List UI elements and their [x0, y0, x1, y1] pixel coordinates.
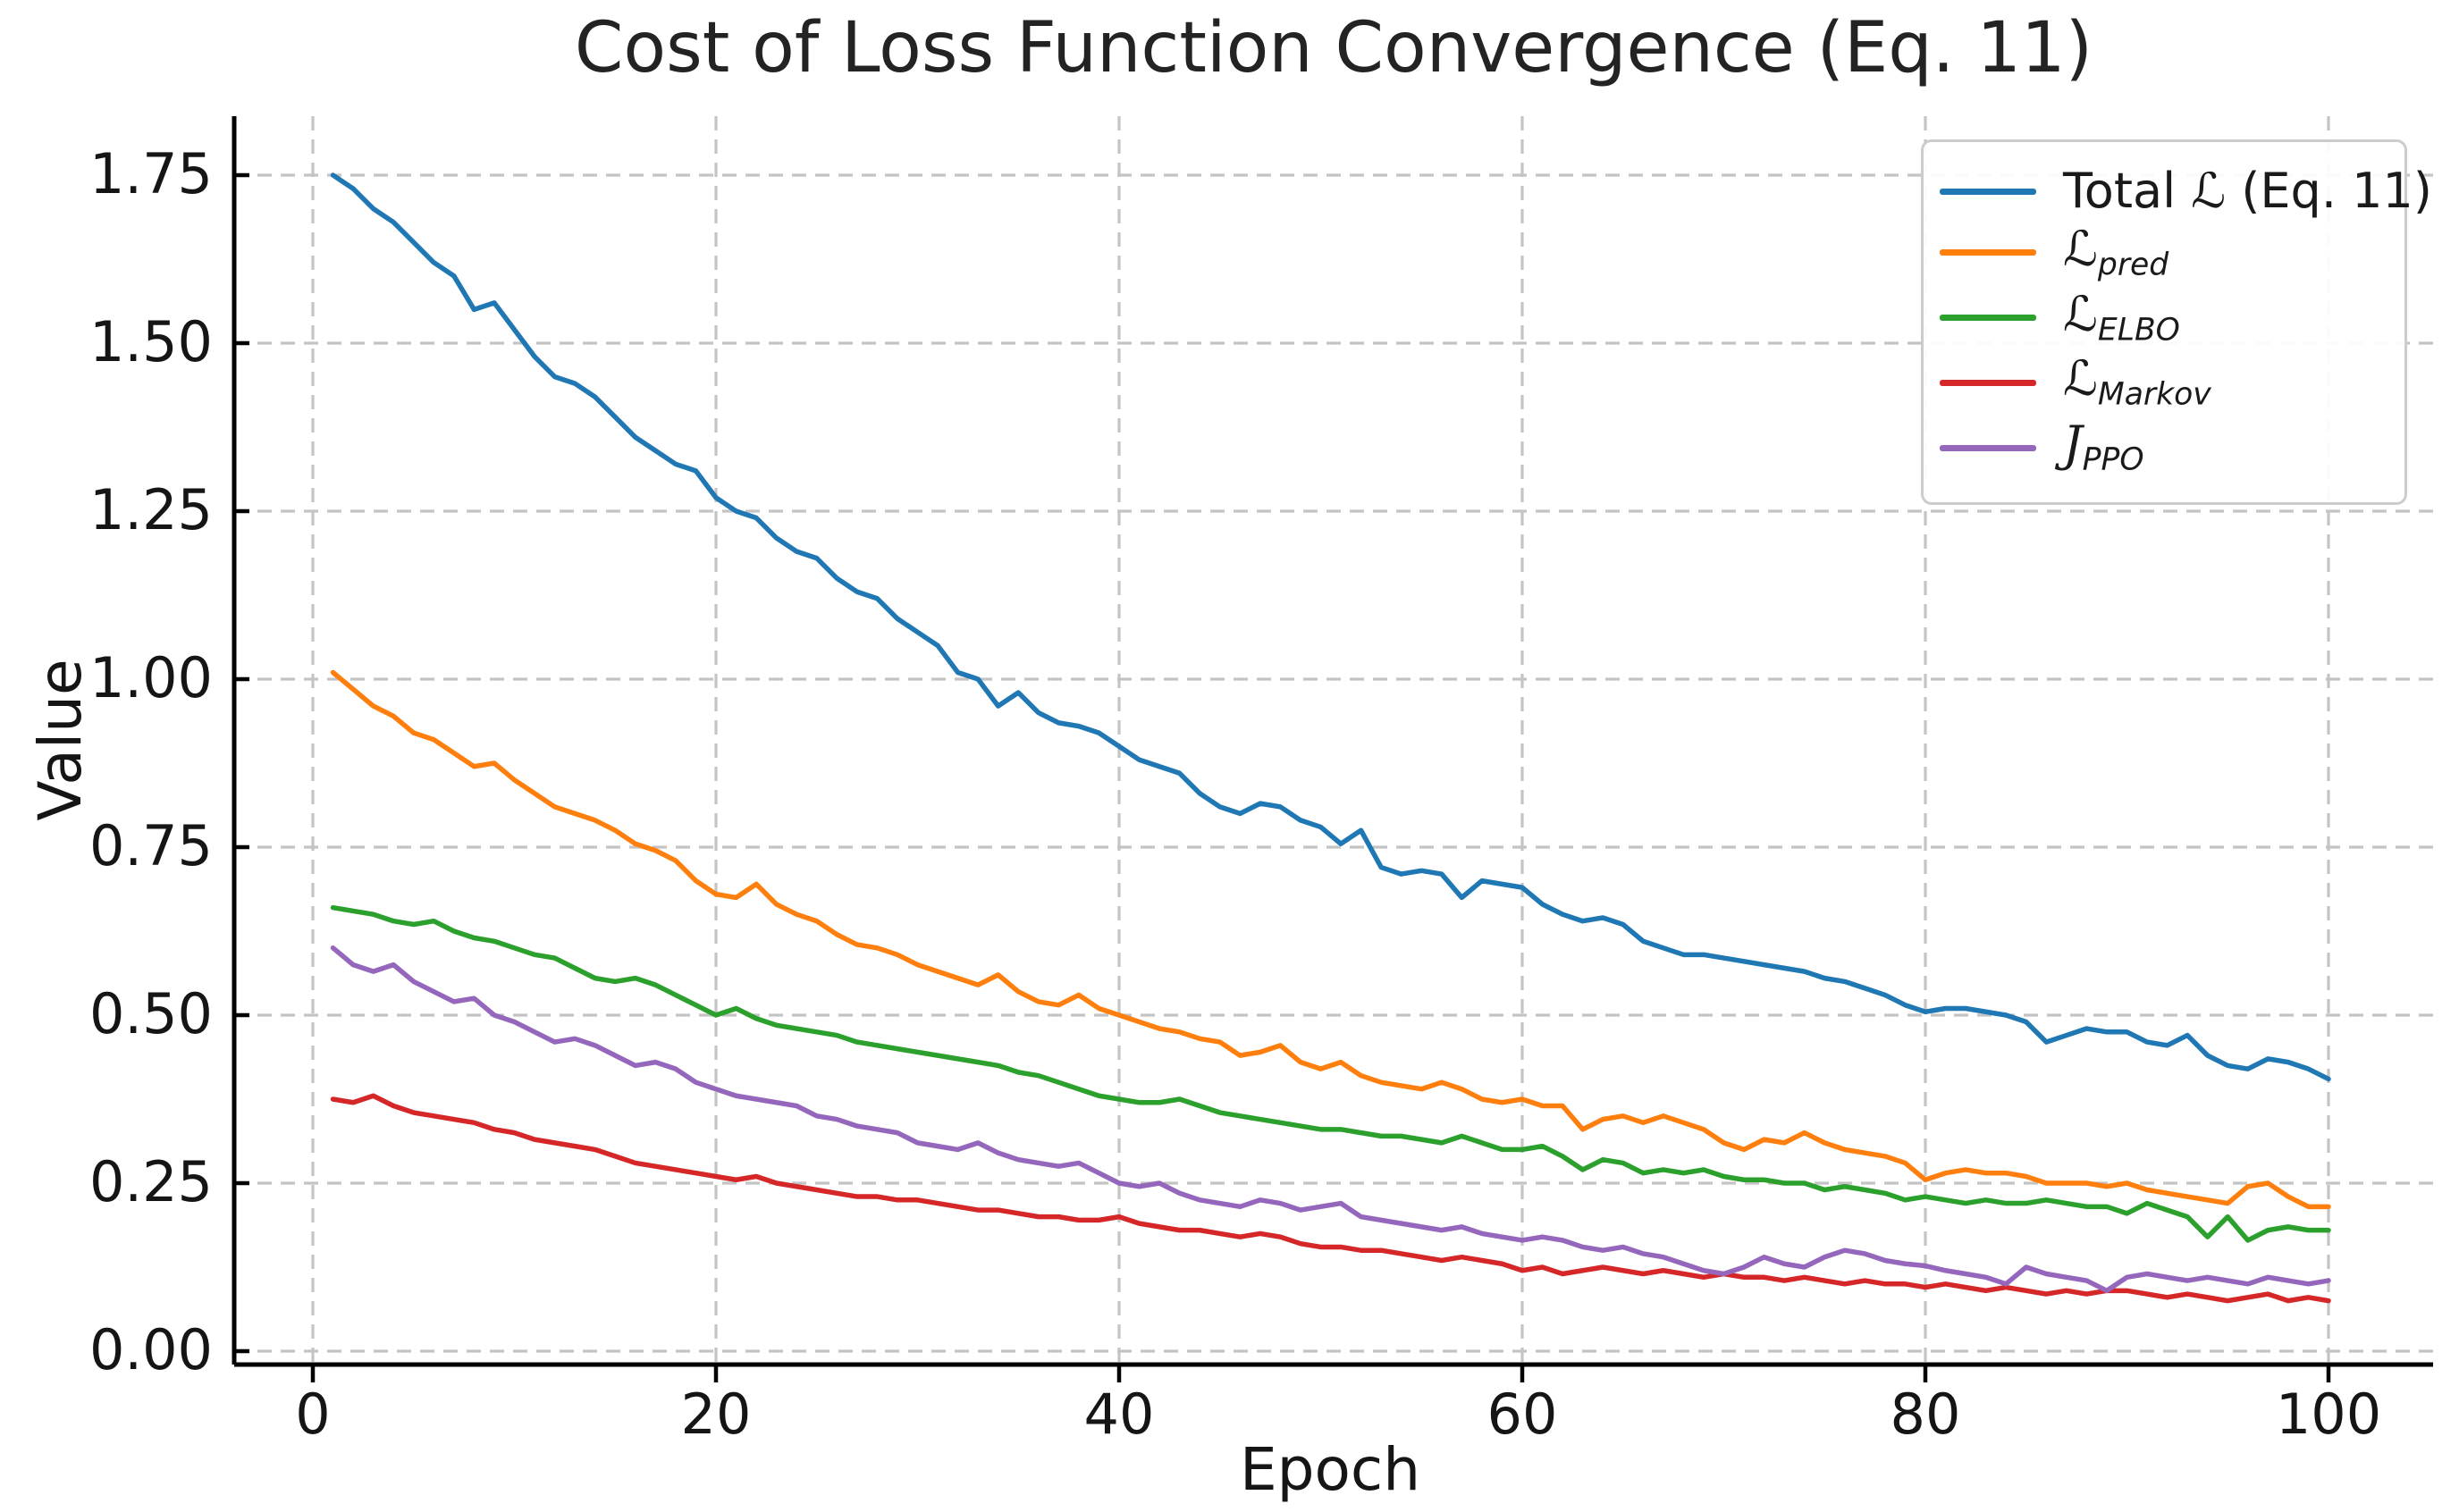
legend-item-label: Total ℒ (Eq. 11)	[2063, 163, 2432, 219]
series-line	[330, 904, 2331, 1243]
legend-item: ℒELBO	[1940, 290, 2387, 346]
legend-swatch-line	[1940, 315, 2036, 322]
x-tick-label: 60	[1487, 1382, 1558, 1447]
tick-label-layer: 0.00 0.25 0.50 0.75 1.00 1.25 1.50 1.75 0 20 40 60 8…	[89, 141, 2381, 1447]
grid-layer	[234, 116, 2433, 1365]
y-tick-label: 0.75	[89, 813, 213, 878]
legend-swatch-line	[1940, 249, 2036, 256]
series-line	[330, 1093, 2331, 1304]
legend-swatch-line	[1940, 444, 2036, 451]
legend-item-label: ℒMarkov	[2063, 350, 2211, 413]
legend-item: Total ℒ (Eq. 11)	[1940, 167, 2432, 215]
legend-item-label: ℒpred	[2063, 220, 2169, 283]
series-line	[330, 669, 2331, 1210]
x-tick-label: 0	[295, 1382, 330, 1447]
legend-swatch-line	[1940, 379, 2036, 386]
series-layer	[330, 172, 2331, 1304]
legend-item-label: JPPO	[2063, 416, 2144, 478]
series-line	[330, 172, 2331, 1082]
legend-item: ℒpred	[1940, 220, 2387, 283]
series-line	[330, 945, 2331, 1294]
legend-item: JPPO	[1940, 420, 2387, 475]
y-tick-label: 0.00	[89, 1317, 213, 1382]
legend-swatch-line	[1940, 188, 2036, 195]
x-axis-label: Epoch	[1240, 1435, 1420, 1504]
y-tick-label: 0.50	[89, 981, 213, 1046]
y-tick-label: 1.50	[89, 309, 213, 374]
y-tick-label: 1.75	[89, 141, 213, 206]
x-tick-label: 40	[1084, 1382, 1155, 1447]
y-tick-label: 1.00	[89, 645, 213, 710]
y-axis-label: Value	[26, 659, 95, 820]
y-tick-label: 1.25	[89, 477, 213, 542]
legend-item: ℒMarkov	[1940, 355, 2387, 410]
legend: Total ℒ (Eq. 11) ℒpred ℒELBO ℒMarkov JPPO	[1921, 139, 2432, 505]
y-tick-label: 0.25	[89, 1149, 213, 1214]
chart-title: Cost of Loss Function Convergence (Eq. 1…	[575, 8, 2093, 88]
x-tick-label: 80	[1891, 1382, 1961, 1447]
legend-item-label: ℒELBO	[2063, 285, 2180, 348]
x-tick-label: 20	[681, 1382, 752, 1447]
x-tick-label: 100	[2276, 1382, 2381, 1447]
axes-layer	[232, 116, 2433, 1382]
